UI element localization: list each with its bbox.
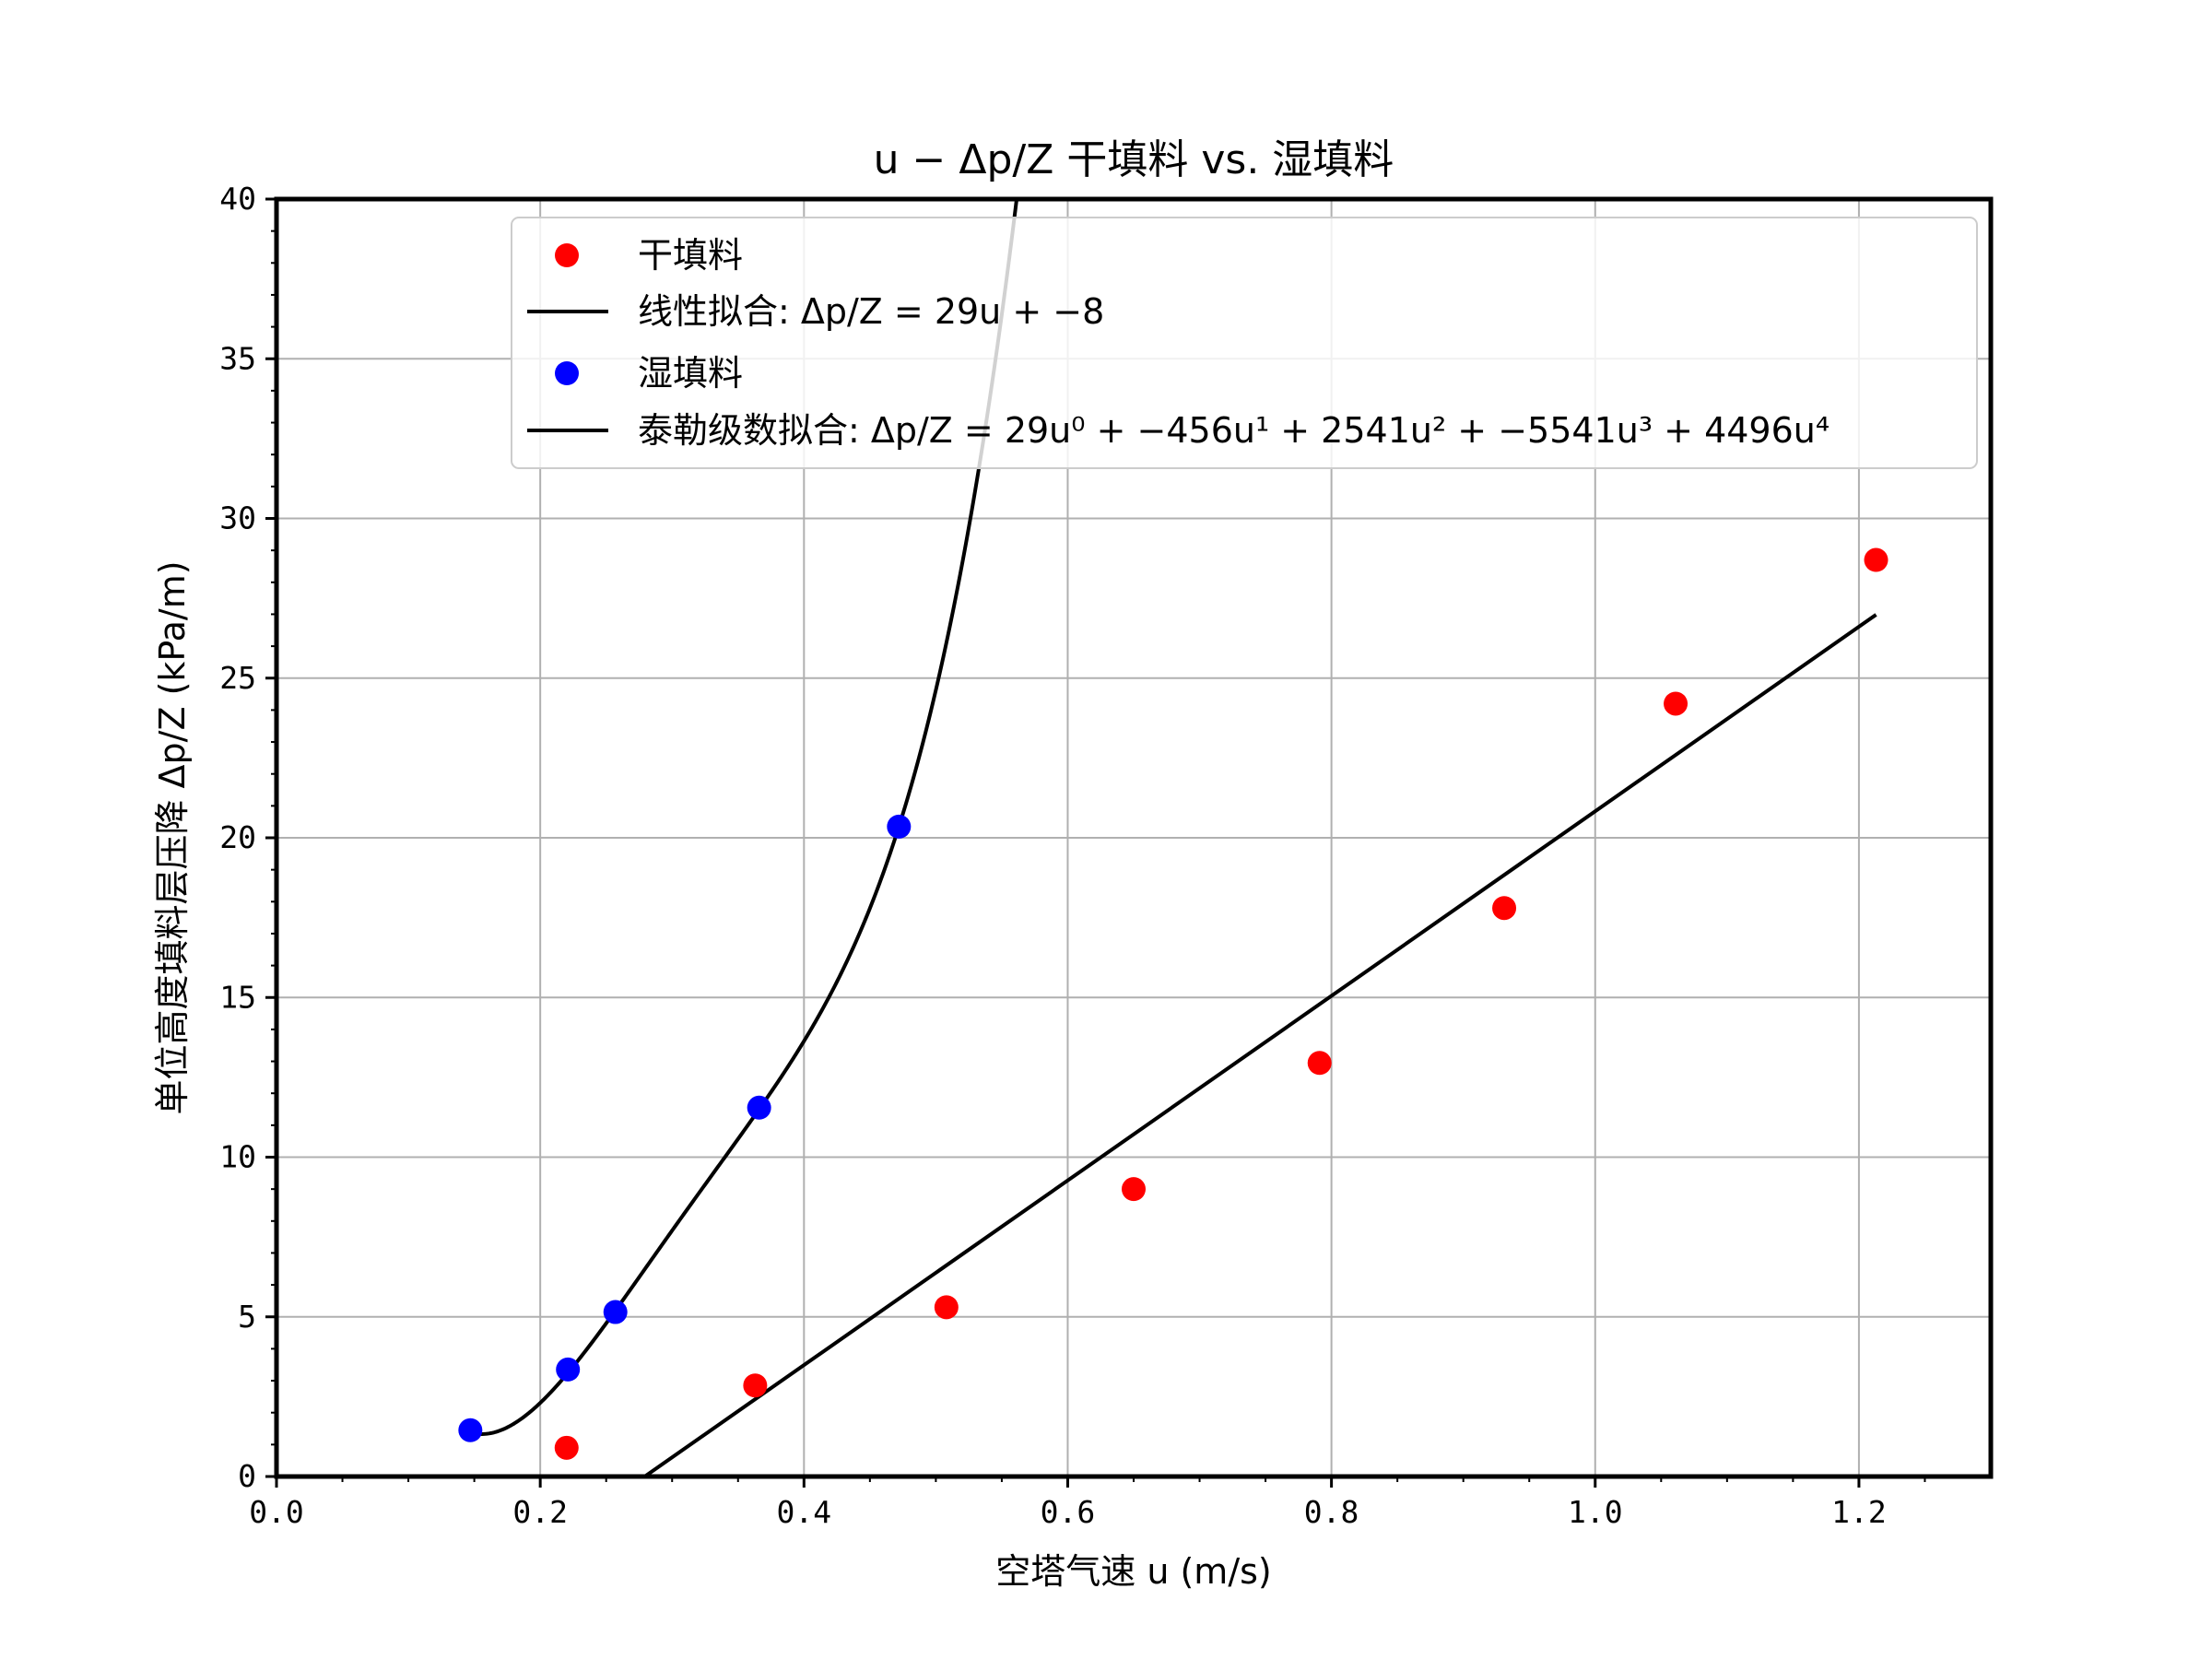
legend-marker-wet: [555, 361, 579, 385]
x-tick-label: 0.6: [1041, 1494, 1096, 1530]
dry-packing-point: [1864, 547, 1888, 572]
axis-ticks: 0.0 0.2 0.4 0.6 0.8 1.0 1.2 0 5 10 15 20 25 30 35 40: [219, 181, 1926, 1530]
x-tick-label: 0.8: [1304, 1494, 1359, 1530]
legend-label-taylor-fit: 泰勒级数拟合: Δp/Z = 29u⁰ + −456u¹ + 2541u² + …: [638, 410, 1830, 451]
x-tick-label: 0.2: [512, 1494, 568, 1530]
x-axis-label: 空塔气速 u (m/s): [995, 1551, 1272, 1592]
y-tick-label: 25: [219, 660, 256, 696]
dry-packing-point: [554, 1435, 579, 1460]
y-tick-label: 10: [219, 1139, 256, 1175]
dry-packing-point: [743, 1373, 768, 1398]
x-tick-label: 1.2: [1831, 1494, 1887, 1530]
legend-label-dry: 干填料: [638, 235, 743, 276]
legend-box: [511, 217, 1978, 469]
wet-packing-point: [603, 1300, 628, 1324]
y-tick-label: 35: [219, 340, 256, 376]
wet-packing-point: [747, 1095, 771, 1120]
dry-packing-point: [1664, 691, 1688, 716]
plot-area: [458, 199, 1888, 1477]
dry-packing-point: [934, 1295, 959, 1320]
x-tick-label: 1.0: [1568, 1494, 1623, 1530]
wet-packing-point: [458, 1418, 483, 1442]
y-tick-label: 40: [219, 181, 256, 217]
legend-label-wet: 湿填料: [638, 353, 743, 394]
x-tick-label: 0.0: [249, 1494, 304, 1530]
legend-label-linear-fit: 线性拟合: Δp/Z = 29u + −8: [638, 291, 1104, 332]
chart-title: u − Δp/Z 干填料 vs. 湿填料: [874, 136, 1394, 183]
dry-packing-point: [1122, 1177, 1146, 1202]
wet-packing-point: [556, 1357, 581, 1382]
legend: 干填料 线性拟合: Δp/Z = 29u + −8 湿填料 泰勒级数拟合: Δp…: [511, 217, 1978, 469]
y-tick-label: 30: [219, 500, 256, 536]
y-axis-label: 单位高度填料层压降 Δp/Z (kPa/m): [152, 560, 193, 1114]
linear-fit-line: [641, 613, 1877, 1477]
x-tick-label: 0.4: [777, 1494, 832, 1530]
y-tick-label: 15: [219, 979, 256, 1015]
y-tick-label: 5: [238, 1299, 256, 1335]
dry-packing-point: [1307, 1051, 1332, 1076]
legend-marker-dry: [555, 243, 579, 267]
y-tick-label: 0: [238, 1458, 256, 1494]
wet-packing-point: [887, 814, 912, 839]
y-tick-label: 20: [219, 819, 256, 855]
dry-packing-point: [1492, 896, 1517, 921]
